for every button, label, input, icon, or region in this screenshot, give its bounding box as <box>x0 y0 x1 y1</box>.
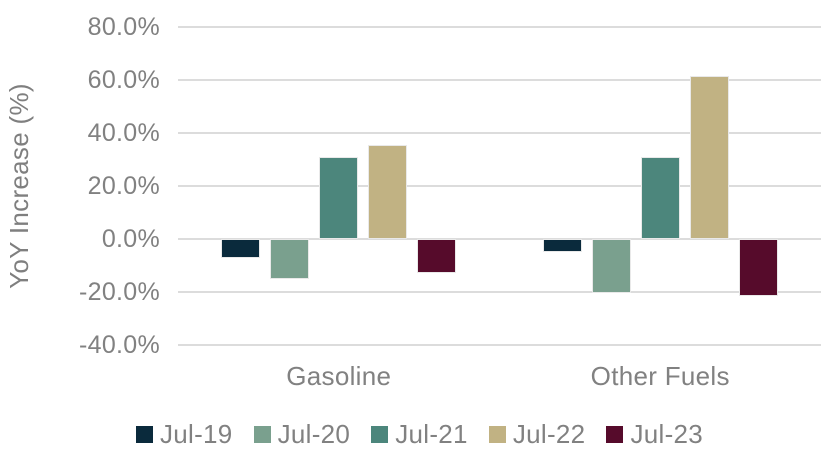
y-tick-label: 20.0% <box>87 172 160 200</box>
gridline--20.0% <box>178 291 821 293</box>
bar-jul-20-other-fuels <box>591 239 631 294</box>
gridline-20.0% <box>178 185 821 187</box>
gridline-80.0% <box>178 26 821 28</box>
y-axis-title-text: YoY Increase (%) <box>4 83 34 289</box>
legend-label: Jul-23 <box>630 418 704 449</box>
legend-label: Jul-22 <box>512 418 586 449</box>
gridline-0.0% <box>178 238 821 240</box>
legend-label: Jul-20 <box>277 418 351 449</box>
legend-label: Jul-19 <box>159 418 233 449</box>
legend-item-jul-20: Jul-20 <box>253 418 351 450</box>
bar-jul-19-gasoline <box>221 239 261 258</box>
bar-jul-21-other-fuels <box>640 156 680 239</box>
category-label-other-fuels: Other Fuels <box>590 361 730 391</box>
legend-swatch-icon <box>606 425 624 443</box>
legend-swatch-icon <box>488 425 506 443</box>
gridline-60.0% <box>178 79 821 81</box>
bar-jul-22-gasoline <box>368 144 408 239</box>
legend-item-jul-23: Jul-23 <box>606 419 703 450</box>
y-tick-label: 40.0% <box>87 119 160 147</box>
legend-label: Jul-21 <box>395 418 468 449</box>
gridline--40.0% <box>178 344 821 346</box>
bar-jul-20-gasoline <box>270 239 310 280</box>
y-tick-label: 0.0% <box>101 225 160 253</box>
legend-swatch-icon <box>371 425 389 443</box>
y-tick-label: 60.0% <box>87 66 160 94</box>
category-label-gasoline: Gasoline <box>286 361 392 391</box>
bar-jul-23-other-fuels <box>738 239 778 296</box>
legend-item-jul-21: Jul-21 <box>371 419 468 450</box>
y-tick-label: 80.0% <box>87 13 160 41</box>
bar-jul-23-gasoline <box>417 239 457 274</box>
y-tick-label: -40.0% <box>78 331 160 359</box>
bar-jul-21-gasoline <box>319 157 359 239</box>
legend-swatch-icon <box>253 425 271 443</box>
legend-item-jul-19: Jul-19 <box>135 418 233 450</box>
legend-swatch-icon <box>135 425 153 443</box>
bar-jul-22-other-fuels <box>689 76 729 239</box>
legend-item-jul-22: Jul-22 <box>488 418 586 450</box>
y-tick-label: -20.0% <box>78 278 160 306</box>
bar-jul-19-other-fuels <box>542 239 582 252</box>
gridline-40.0% <box>178 132 821 134</box>
legend: Jul-19 Jul-20 Jul-21 Jul-22 Jul-23 <box>0 413 839 455</box>
